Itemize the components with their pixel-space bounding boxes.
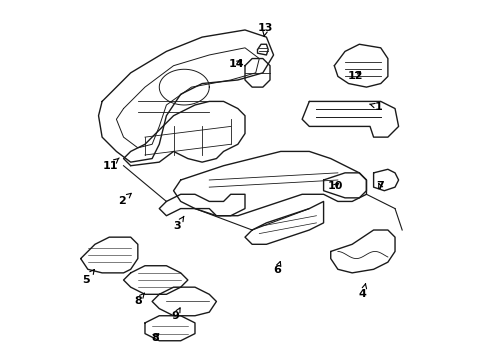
Text: 5: 5: [82, 270, 94, 285]
Text: 3: 3: [173, 216, 184, 231]
Text: 14: 14: [229, 59, 244, 69]
Text: 1: 1: [369, 102, 383, 112]
Text: 12: 12: [347, 71, 363, 81]
Text: 11: 11: [102, 158, 119, 171]
Text: 10: 10: [327, 181, 343, 192]
Text: 8: 8: [134, 293, 145, 306]
Text: 9: 9: [172, 308, 180, 321]
Text: 2: 2: [118, 193, 131, 206]
Text: 6: 6: [273, 261, 281, 275]
Text: 4: 4: [359, 284, 367, 299]
Text: 7: 7: [376, 181, 384, 192]
Text: 13: 13: [258, 23, 273, 36]
Text: 8: 8: [151, 333, 159, 343]
